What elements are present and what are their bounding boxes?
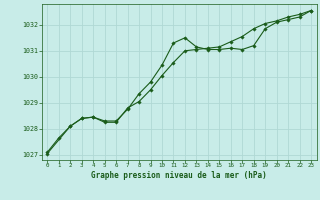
X-axis label: Graphe pression niveau de la mer (hPa): Graphe pression niveau de la mer (hPa) [91, 171, 267, 180]
